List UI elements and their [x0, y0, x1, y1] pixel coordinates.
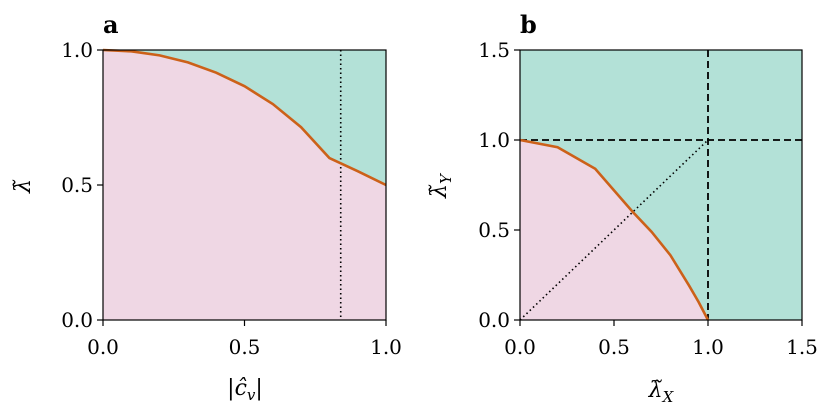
boundary-curve-a — [102, 48, 387, 187]
diagonal-reference-line-b — [519, 139, 709, 321]
x-tick-label: 0.0 — [504, 335, 536, 359]
y-tick-label: 1.0 — [478, 128, 510, 152]
y-tick-label: 0.0 — [478, 308, 510, 332]
x-tick-label: 0.0 — [87, 335, 119, 359]
y-tick-label: 1.5 — [478, 38, 510, 62]
ticks-a: 0.0 0.5 1.0 0.0 0.5 1.0 — [61, 38, 402, 359]
x-axis-label-a: |ĉv| — [227, 376, 263, 404]
panel-label-b: b — [520, 10, 537, 39]
panel-b: b 0.0 0.5 1.0 1.5 0.0 0.5 1.0 1.5 λ̃Y λ̃X — [427, 10, 818, 406]
x-tick-label: 0.5 — [598, 335, 630, 359]
ticks-b: 0.0 0.5 1.0 1.5 0.0 0.5 1.0 1.5 — [478, 38, 818, 359]
y-tick-label: 0.5 — [478, 218, 510, 242]
axes-frame-b — [519, 49, 803, 321]
y-axis-label-a: λ̃ — [11, 179, 36, 194]
x-tick-label: 1.0 — [692, 335, 724, 359]
y-tick-label: 1.0 — [61, 38, 93, 62]
region-lower-a — [103, 50, 386, 320]
x-tick-label: 1.5 — [786, 335, 818, 359]
plot-area-a — [102, 48, 387, 321]
panel-label-a: a — [103, 10, 119, 39]
plot-area-b — [519, 49, 803, 321]
x-axis-label-b: λ̃X — [648, 378, 675, 406]
x-tick-label: 1.0 — [370, 335, 402, 359]
region-lower-b — [520, 140, 708, 320]
y-axis-label-b: λ̃Y — [427, 172, 455, 199]
y-tick-label: 0.5 — [61, 173, 93, 197]
y-tick-label: 0.0 — [61, 308, 93, 332]
x-tick-label: 0.5 — [229, 335, 261, 359]
boundary-curve-b — [519, 138, 710, 321]
panel-a: a 0.0 0.5 1.0 0.0 0.5 1.0 λ̃ |ĉv| — [11, 10, 402, 404]
